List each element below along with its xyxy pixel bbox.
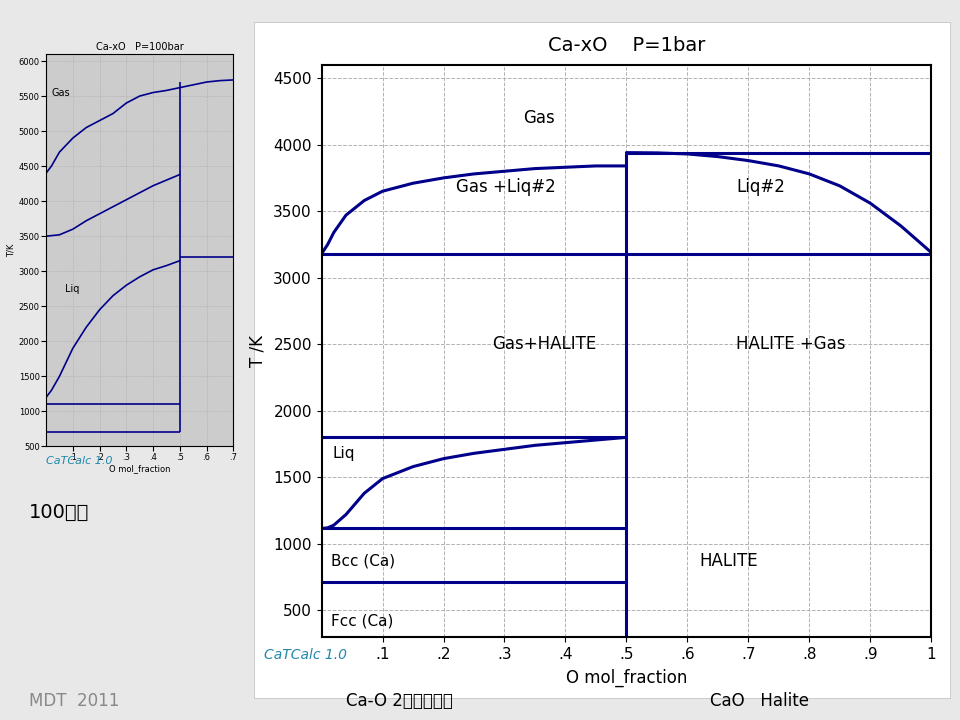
Text: Gas +Liq#2: Gas +Liq#2 [456,179,556,197]
Text: Bcc (Ca): Bcc (Ca) [331,554,395,569]
Text: MDT  2011: MDT 2011 [29,692,119,710]
Text: Liq: Liq [332,446,355,461]
Text: Gas: Gas [52,88,70,98]
Text: 100気圧: 100気圧 [29,503,89,523]
Text: CaTCalc 1.0: CaTCalc 1.0 [46,456,112,467]
Text: CaTCalc 1.0: CaTCalc 1.0 [264,648,347,662]
X-axis label: O mol_fraction: O mol_fraction [108,464,171,474]
Text: Liq: Liq [64,284,79,294]
Text: Gas: Gas [523,109,555,127]
Title: Ca-xO    P=1bar: Ca-xO P=1bar [548,36,705,55]
Text: Ca-O 2元系状態図: Ca-O 2元系状態図 [346,692,452,710]
Text: Liq#2: Liq#2 [736,179,785,197]
X-axis label: O mol_fraction: O mol_fraction [565,669,687,687]
Text: HALITE +Gas: HALITE +Gas [736,336,846,354]
Text: Gas+HALITE: Gas+HALITE [492,336,596,354]
Y-axis label: T/K: T/K [7,243,16,257]
Title: Ca-xO   P=100bar: Ca-xO P=100bar [96,42,183,52]
Text: CaO   Halite: CaO Halite [710,692,809,710]
Y-axis label: T /K: T /K [249,335,266,367]
Text: Fcc (Ca): Fcc (Ca) [331,613,393,629]
Text: HALITE: HALITE [700,552,758,570]
